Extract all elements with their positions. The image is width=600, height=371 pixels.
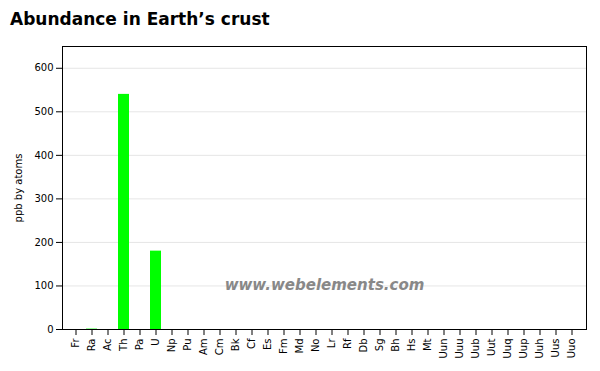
svg-text:Rf: Rf — [342, 338, 353, 349]
svg-text:Uuh: Uuh — [534, 339, 545, 359]
svg-text:No: No — [310, 339, 321, 353]
svg-text:Uuu: Uuu — [454, 339, 465, 359]
svg-text:Pa: Pa — [134, 339, 145, 351]
svg-text:U: U — [150, 339, 161, 346]
svg-text:Uuq: Uuq — [502, 339, 513, 359]
svg-text:Uus: Uus — [550, 339, 561, 358]
svg-text:Am: Am — [198, 339, 209, 356]
svg-text:Bk: Bk — [230, 338, 241, 351]
svg-text:Lr: Lr — [326, 338, 337, 349]
svg-text:www.webelements.com: www.webelements.com — [225, 276, 425, 294]
svg-text:Uup: Uup — [518, 339, 529, 359]
svg-text:500: 500 — [34, 106, 53, 117]
svg-text:200: 200 — [34, 237, 53, 248]
html-text:Abundance in Earth’s crust: Abundance in Earth’s crust — [10, 9, 270, 29]
svg-text:Cf: Cf — [246, 338, 257, 349]
svg-text:Db: Db — [358, 339, 369, 353]
svg-text:300: 300 — [34, 193, 53, 204]
svg-text:Bh: Bh — [390, 339, 401, 352]
svg-text:100: 100 — [34, 280, 53, 291]
svg-text:Sg: Sg — [374, 339, 385, 352]
svg-text:Pu: Pu — [182, 339, 193, 351]
svg-text:Mt: Mt — [422, 338, 433, 351]
svg-text:Uub: Uub — [470, 339, 481, 359]
svg-text:400: 400 — [34, 150, 53, 161]
svg-text:Th: Th — [118, 339, 129, 352]
svg-text:Uun: Uun — [438, 339, 449, 359]
svg-text:Uuo: Uuo — [566, 339, 577, 359]
svg-text:0: 0 — [47, 324, 53, 335]
svg-text:ppb by atoms: ppb by atoms — [13, 154, 24, 223]
svg-text:Cm: Cm — [214, 339, 225, 356]
svg-text:Es: Es — [262, 339, 273, 351]
svg-text:Hs: Hs — [406, 339, 417, 352]
svg-text:Uut: Uut — [486, 338, 497, 356]
svg-text:Np: Np — [166, 339, 177, 353]
svg-text:Fr: Fr — [70, 338, 81, 348]
svg-text:Md: Md — [294, 339, 305, 354]
svg-text:Ac: Ac — [102, 339, 113, 351]
svg-text:Fm: Fm — [278, 339, 289, 355]
svg-text:600: 600 — [34, 62, 53, 73]
svg-text:Ra: Ra — [86, 339, 97, 352]
